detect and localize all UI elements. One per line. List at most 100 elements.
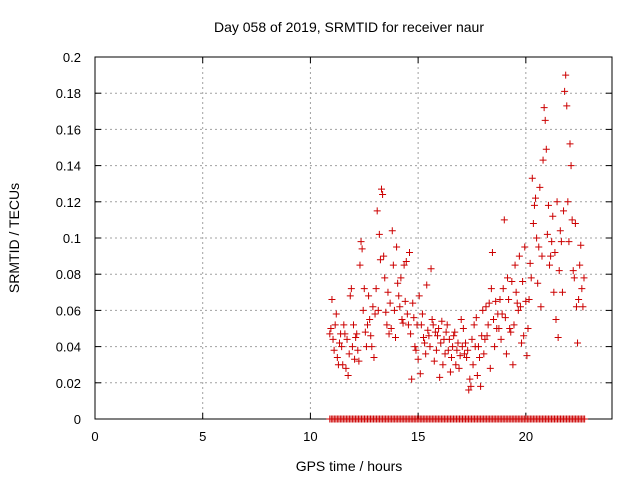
chart-title: Day 058 of 2019, SRMTID for receiver nau… [214, 19, 484, 35]
data-point [401, 297, 409, 305]
data-point [473, 372, 481, 380]
data-point [355, 357, 363, 365]
data-point [392, 334, 400, 342]
data-point [434, 332, 442, 340]
data-point [574, 339, 582, 347]
data-point [364, 321, 372, 329]
data-point [521, 243, 529, 251]
data-point [418, 310, 426, 318]
data-point [402, 258, 410, 266]
data-point [417, 321, 425, 329]
data-point [410, 314, 418, 322]
data-point [544, 201, 552, 209]
data-point [525, 296, 533, 304]
data-point [340, 321, 348, 329]
data-point [387, 325, 395, 332]
data-point [464, 346, 472, 354]
data-point [463, 353, 471, 361]
data-point [498, 310, 506, 318]
data-point [566, 140, 574, 148]
data-point [404, 321, 412, 329]
data-point [372, 285, 380, 293]
data-point [465, 386, 473, 394]
data-point [381, 274, 389, 282]
data-point [530, 201, 538, 209]
data-point [354, 346, 362, 354]
x-tick-label: 5 [199, 429, 206, 444]
data-point [569, 267, 577, 275]
data-point [580, 274, 588, 282]
data-point [553, 198, 561, 206]
data-point [514, 306, 522, 314]
data-point [426, 343, 434, 351]
data-point [436, 373, 444, 381]
data-point [488, 248, 496, 256]
data-point [338, 343, 346, 351]
data-point [353, 330, 361, 338]
data-point [351, 355, 359, 363]
data-point [524, 325, 532, 332]
x-tick-label: 15 [411, 429, 425, 444]
data-point [523, 352, 531, 360]
data-point [568, 216, 576, 224]
x-tick-label: 10 [303, 429, 317, 444]
data-point [542, 145, 550, 153]
data-point [376, 256, 384, 264]
data-point [398, 315, 406, 323]
data-point [558, 288, 566, 296]
data-point [500, 216, 508, 224]
data-point [448, 353, 456, 361]
data-point [397, 274, 405, 282]
data-point [469, 361, 477, 369]
y-tick-label: 0.1 [63, 231, 81, 246]
data-point [522, 297, 530, 305]
data-point [370, 353, 378, 361]
data-point [453, 346, 461, 354]
data-point [345, 350, 353, 358]
data-point [335, 339, 343, 347]
data-point [408, 375, 416, 383]
y-tick-label: 0.06 [56, 303, 81, 318]
data-point [535, 243, 543, 251]
data-point [533, 234, 541, 242]
y-tick-label: 0.16 [56, 122, 81, 137]
data-point [423, 281, 431, 289]
y-axis: 0 0.02 0.04 0.06 0.08 0.1 0.12 0.14 0.16 0.18 0.2 [56, 50, 612, 427]
data-point [399, 319, 407, 327]
data-point [515, 252, 523, 260]
data-point [492, 297, 500, 305]
data-point [474, 343, 482, 351]
data-point [371, 310, 379, 318]
y-tick-label: 0.14 [56, 159, 81, 174]
data-point [556, 227, 564, 235]
data-point [441, 350, 449, 358]
data-point [539, 156, 547, 164]
data-point [386, 299, 394, 307]
data-point [552, 315, 560, 323]
data-point [529, 220, 537, 228]
data-point [462, 339, 470, 347]
data-point [565, 238, 573, 246]
data-point [490, 315, 498, 323]
data-point [512, 288, 520, 296]
data-point [369, 303, 377, 311]
data-point [384, 288, 392, 296]
data-point [502, 350, 510, 358]
data-point [578, 285, 586, 293]
data-point [579, 303, 587, 311]
data-point [446, 368, 454, 376]
data-point [330, 346, 338, 354]
data-point [481, 335, 489, 343]
data-point [343, 335, 351, 343]
data-point [518, 339, 526, 347]
data-point [427, 265, 435, 273]
data-point [411, 343, 419, 351]
data-point [561, 87, 569, 95]
data-point [359, 306, 367, 314]
data-point [550, 288, 558, 296]
data-point [390, 306, 398, 314]
data-point [442, 328, 450, 336]
x-axis-label: GPS time / hours [296, 458, 403, 474]
data-point [577, 241, 585, 249]
data-point [365, 292, 373, 300]
